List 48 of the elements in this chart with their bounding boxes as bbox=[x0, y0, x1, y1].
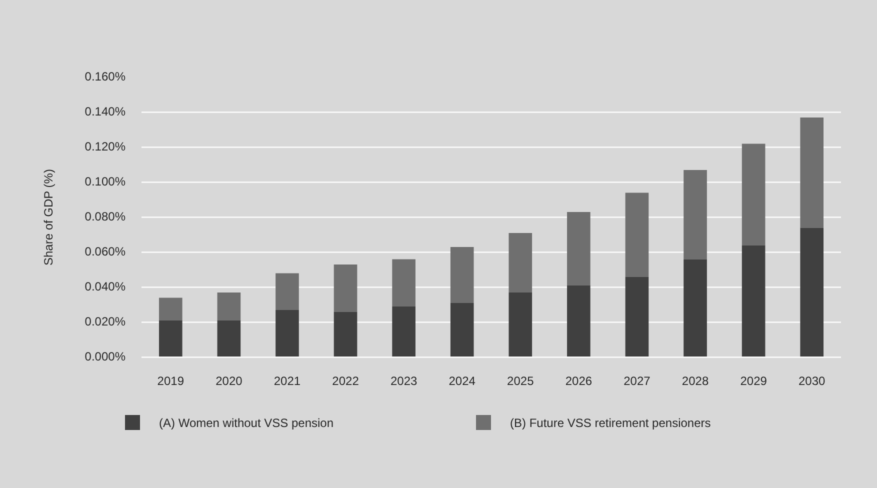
x-tick-label: 2019 bbox=[157, 374, 184, 388]
y-tick-label: 0.140% bbox=[84, 104, 126, 119]
bar bbox=[508, 292, 532, 357]
y-tick-label: 0.040% bbox=[84, 280, 126, 294]
bar bbox=[800, 228, 824, 357]
y-tick-label: 0.060% bbox=[84, 244, 126, 259]
x-tick-label: 2025 bbox=[507, 374, 534, 388]
y-tick-label: 0.100% bbox=[84, 174, 126, 189]
bar bbox=[450, 303, 474, 357]
bar bbox=[450, 247, 474, 304]
y-axis-title: Share of GDP (%) bbox=[42, 169, 56, 266]
y-tick-label: 0.020% bbox=[84, 314, 126, 329]
x-tick-label: 2029 bbox=[740, 374, 768, 388]
bar bbox=[276, 310, 299, 357]
x-tick-label: 2023 bbox=[390, 374, 418, 388]
bar bbox=[684, 259, 707, 357]
legend-label: (B) Future VSS retirement pensioners bbox=[510, 416, 711, 430]
legend-label: (A) Women without VSS pension bbox=[159, 416, 334, 430]
bar bbox=[392, 259, 416, 307]
bar bbox=[392, 306, 416, 357]
bar bbox=[742, 144, 766, 246]
bar bbox=[625, 276, 649, 357]
bar bbox=[334, 264, 358, 312]
y-tick-label: 0.000% bbox=[84, 350, 126, 364]
bar bbox=[217, 292, 241, 321]
y-tick-label: 0.160% bbox=[84, 70, 126, 84]
x-tick-label: 2026 bbox=[565, 374, 592, 388]
bar bbox=[508, 233, 532, 293]
bar bbox=[684, 170, 707, 260]
bar bbox=[158, 320, 182, 357]
bar bbox=[625, 192, 649, 277]
bar bbox=[567, 212, 590, 286]
x-tick-label: 2020 bbox=[216, 374, 243, 388]
y-tick-label: 0.120% bbox=[84, 140, 126, 154]
bar bbox=[334, 312, 358, 357]
bar bbox=[742, 245, 766, 357]
x-tick-label: 2027 bbox=[624, 374, 651, 388]
x-tick-label: 2022 bbox=[332, 374, 360, 388]
x-tick-label: 2028 bbox=[682, 374, 709, 388]
y-tick-label: 0.080% bbox=[84, 210, 126, 224]
x-tick-label: 2021 bbox=[274, 374, 301, 388]
x-tick-label: 2024 bbox=[448, 374, 476, 388]
bar bbox=[276, 273, 299, 310]
bar bbox=[567, 286, 590, 357]
bar bbox=[800, 118, 824, 228]
x-tick-label: 2030 bbox=[798, 374, 826, 388]
bar bbox=[158, 298, 182, 321]
bar bbox=[217, 320, 241, 357]
